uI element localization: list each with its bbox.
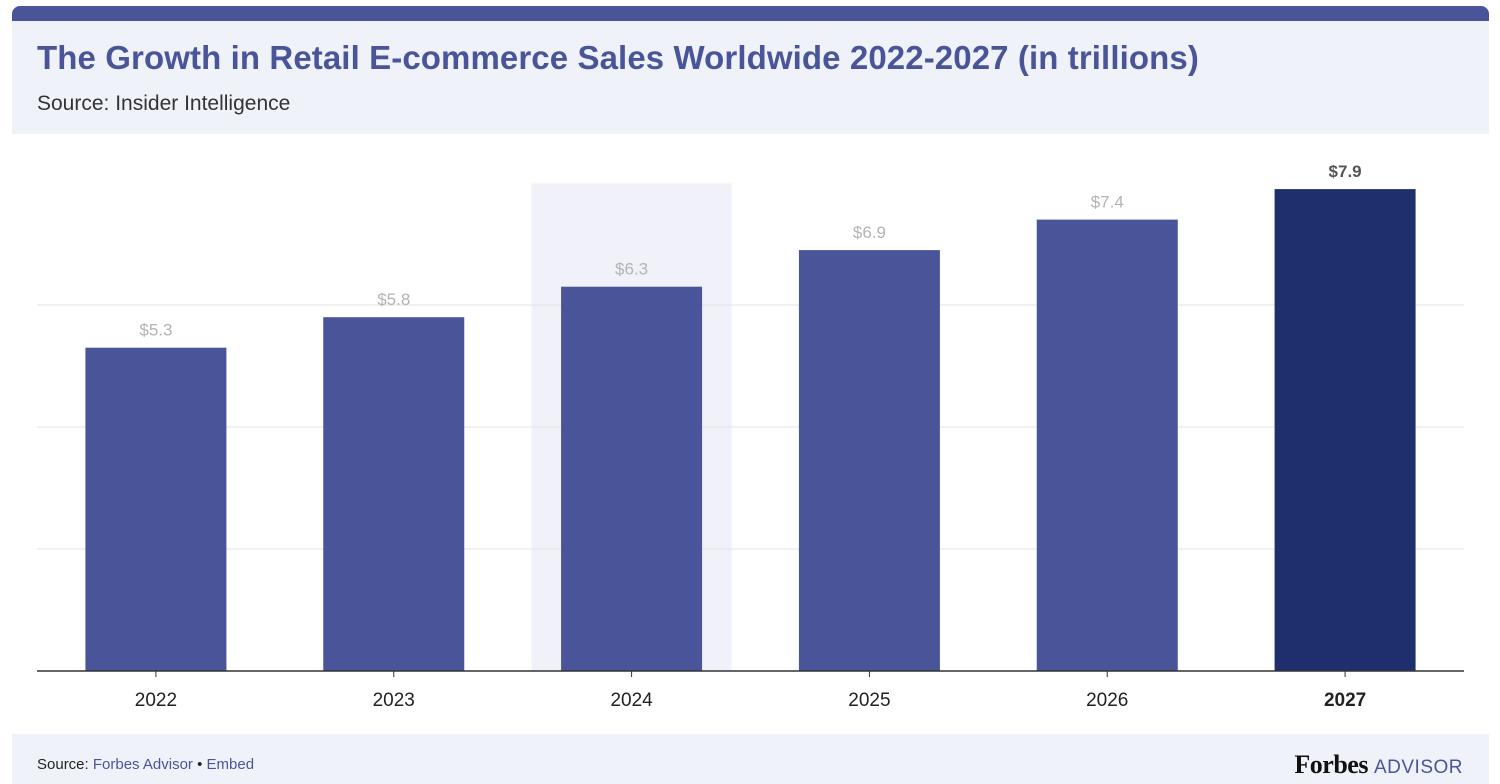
bar-2023[interactable]	[323, 317, 465, 671]
footer-source-label: Source:	[37, 756, 89, 773]
bar-2022[interactable]	[85, 347, 227, 671]
x-tick-label: 2027	[1324, 690, 1366, 711]
x-tick-label: 2022	[135, 690, 177, 711]
x-tick-label: 2024	[610, 690, 653, 711]
chart-header: The Growth in Retail E-commerce Sales Wo…	[12, 21, 1489, 134]
bar-2026[interactable]	[1036, 219, 1178, 671]
forbes-advisor-link[interactable]: Forbes Advisor	[92, 756, 193, 773]
chart-footer: Source: Forbes Advisor • Embed Forbes ADV…	[12, 734, 1489, 784]
footer-source: Source: Forbes Advisor • Embed	[37, 756, 254, 773]
x-tick-label: 2025	[848, 690, 890, 711]
bar-value-label: $5.8	[377, 290, 410, 309]
forbes-advisor-logo: Forbes ADVISOR	[1294, 750, 1463, 780]
bar-value-label: $7.4	[1091, 193, 1124, 212]
embed-link[interactable]: Embed	[206, 756, 255, 773]
x-tick-label: 2026	[1086, 690, 1128, 711]
chart-subtitle: Source: Insider Intelligence	[37, 92, 291, 115]
footer-separator: •	[197, 756, 203, 773]
bar-value-label: $6.9	[853, 223, 886, 242]
x-tick-label: 2023	[373, 690, 415, 711]
chart-title: The Growth in Retail E-commerce Sales Wo…	[37, 39, 1199, 76]
bar-2024[interactable]	[561, 286, 703, 671]
bar-value-label: $6.3	[615, 260, 648, 279]
bar-2027[interactable]	[1274, 189, 1416, 671]
chart-area: $5.3 2022 $5.8 2023 $6.3 2024 $6.9 2025 $7.4 2026…	[0, 134, 1500, 732]
logo-forbes-text: Forbes	[1294, 750, 1368, 779]
logo-advisor-text: ADVISOR	[1373, 757, 1463, 778]
bar-2025[interactable]	[798, 250, 940, 671]
top-accent-bar	[12, 6, 1489, 21]
bar-value-label: $7.9	[1329, 162, 1362, 181]
bar-chart: $5.3 2022 $5.8 2023 $6.3 2024 $6.9 2025 $7.4 2026…	[37, 162, 1464, 711]
bar-value-label: $5.3	[139, 321, 172, 340]
